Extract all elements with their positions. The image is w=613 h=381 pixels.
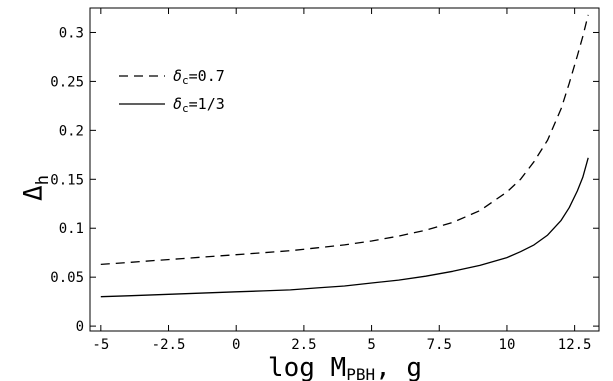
y-axis-title: Δh (19, 175, 53, 201)
x-axis-ticks: -5 -2.5 0 2.5 5 7.5 10 12.5 (92, 8, 591, 353)
y-tick-label: 0.15 (50, 172, 84, 188)
y-tick-label: 0.3 (59, 25, 84, 41)
x-axis-title: log MPBH, g (268, 353, 422, 381)
y-axis-ticks: 0 0.05 0.1 0.15 0.2 0.25 0.3 (50, 25, 599, 335)
series-lines (100, 14, 589, 298)
x-tick-label: -5 (92, 337, 109, 353)
legend: δc=0.7 δc=1/3 (119, 67, 225, 115)
y-tick-label: 0.2 (59, 123, 84, 139)
y-tick-label: 0 (76, 319, 84, 335)
legend-label-delta-1-3: δc=1/3 (173, 95, 225, 115)
x-tick-label: 10 (499, 337, 516, 353)
y-tick-label: 0.05 (50, 270, 84, 286)
series-line-dashed (100, 14, 589, 266)
x-tick-label: 0 (232, 337, 240, 353)
x-tick-label: 7.5 (427, 337, 452, 353)
legend-label-delta-0.7: δc=0.7 (173, 67, 225, 87)
series-line-solid (100, 157, 589, 298)
x-tick-label: -2.5 (152, 337, 186, 353)
plot-frame (89, 7, 600, 332)
x-tick-label: 2.5 (291, 337, 316, 353)
x-tick-label: 5 (367, 337, 375, 353)
x-tick-label: 12.5 (558, 337, 592, 353)
y-tick-label: 0.1 (59, 221, 84, 237)
y-tick-label: 0.25 (50, 74, 84, 90)
